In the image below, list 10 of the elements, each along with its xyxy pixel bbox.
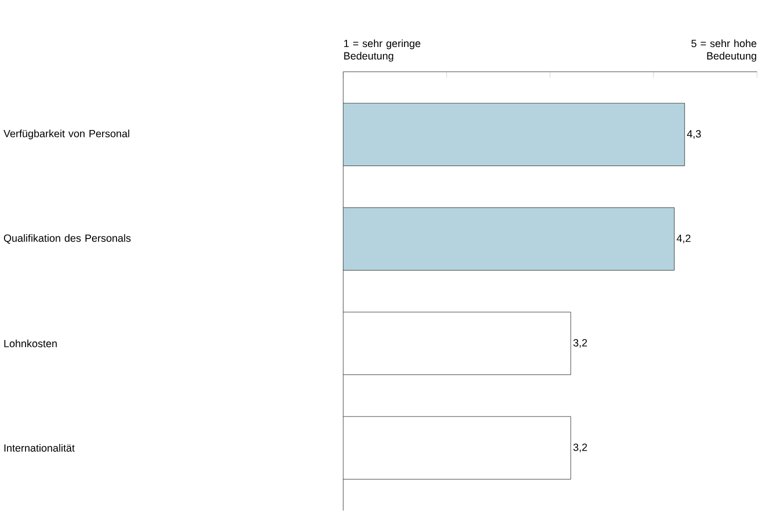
text: 1 = sehr geringe Bedeutung [344,40,420,62]
y-tick-label: Verfügbarkeit von Personal [4,130,130,140]
data-label: 4,2 [676,234,690,244]
data-label: 3,2 [573,339,587,348]
y-tick-label: Qualifikation des Personals [4,234,131,244]
data-label: 3,2 [573,444,587,452]
text: 5 = sehr hohe Bedeutung [691,40,756,62]
y-tick-label: Internationalität [4,444,75,452]
data-label: 4,3 [687,130,701,139]
y-tick-label: Lohnkosten [4,340,57,348]
